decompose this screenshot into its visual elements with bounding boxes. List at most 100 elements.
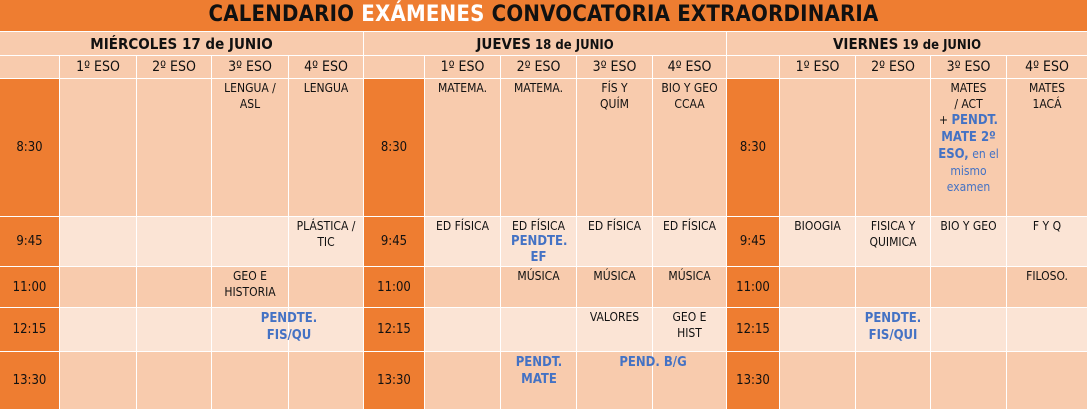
exam-cell	[856, 308, 930, 351]
exam-cell	[289, 308, 363, 351]
time-cell: 9:45	[727, 217, 779, 266]
exam-cell: GEO E HIST	[653, 308, 726, 351]
grade-header: 1º ESO	[780, 56, 855, 78]
pending-exam-note: + PENDT. MATE 2º ESO, en el mismo examen	[935, 112, 1002, 195]
grade-header: 4º ESO	[289, 56, 363, 78]
day-label: JUEVES	[476, 35, 531, 53]
exam-cell: ED FÍSICA	[577, 217, 652, 266]
time-cell: 11:00	[0, 267, 59, 307]
grade-header: 2º ESO	[856, 56, 930, 78]
exam-cell	[212, 352, 288, 409]
day-label: MIÉRCOLES 17 de JUNIO	[90, 35, 273, 53]
grade-header: 3º ESO	[212, 56, 288, 78]
corner-cell	[0, 56, 59, 78]
grade-header: 1º ESO	[425, 56, 500, 78]
exam-cell	[212, 217, 288, 266]
time-cell: 9:45	[364, 217, 424, 266]
grade-header: 3º ESO	[577, 56, 652, 78]
exam-cell: VALORES	[577, 308, 652, 351]
title-part-2: CONVOCATORIA EXTRAORDINARIA	[484, 2, 879, 27]
exam-cell	[137, 352, 211, 409]
exam-cell	[60, 352, 136, 409]
time-cell: 13:30	[0, 352, 59, 409]
time-cell: 12:15	[727, 308, 779, 351]
pending-exam: PENDTE. FIS/QUI	[864, 311, 922, 343]
time-cell: 11:00	[727, 267, 779, 307]
exam-cell	[60, 217, 136, 266]
time-cell: 12:15	[364, 308, 424, 351]
time-cell: 9:45	[0, 217, 59, 266]
exam-cell: GEO E HISTORIA	[212, 267, 288, 307]
exam-cell	[780, 352, 855, 409]
exam-cell	[931, 308, 1006, 351]
exam-cell	[212, 308, 288, 351]
time-cell: 11:00	[364, 267, 424, 307]
pending-exam-span: PENDTE. FIS/QU	[260, 311, 318, 343]
pending-exam: PENDTE. EF	[511, 234, 568, 265]
grade-header: 4º ESO	[1007, 56, 1087, 78]
grade-header: 1º ESO	[60, 56, 136, 78]
exam-cell	[289, 352, 363, 409]
exam-cell: FISICA Y QUIMICA	[856, 217, 930, 266]
exam-cell	[425, 267, 500, 307]
exam-cell: BIOOGIA	[780, 217, 855, 266]
day-date: 19 de JUNIO	[898, 38, 982, 53]
calendar-title: CALENDARIO EXÁMENES CONVOCATORIA EXTRAOR…	[0, 0, 1087, 31]
exam-cell	[137, 217, 211, 266]
exam-cell	[501, 352, 576, 409]
exam-cell	[856, 267, 930, 307]
day-header-friday: VIERNES 19 de JUNIO	[727, 32, 1087, 55]
day-label: VIERNES	[832, 35, 899, 53]
exam-cell: BIO Y GEO CCAA	[653, 79, 726, 216]
exam-cell: MÚSICA	[653, 267, 726, 307]
time-cell: 13:30	[727, 352, 779, 409]
grade-header: 2º ESO	[501, 56, 576, 78]
exam-cell: MATEMA.	[425, 79, 500, 216]
exam-cell: LENGUA	[289, 79, 363, 216]
exam-subject: ED FÍSICA	[512, 219, 565, 233]
exam-cell: LENGUA / ASL	[212, 79, 288, 216]
exam-cell: PLÁSTICA / TIC	[289, 217, 363, 266]
exam-cell: MATES 1ACÁ	[1007, 79, 1087, 216]
exam-cell	[780, 267, 855, 307]
exam-cell	[577, 352, 652, 409]
time-cell: 13:30	[364, 352, 424, 409]
exam-cell: ED FÍSICA PENDTE. EF	[501, 217, 576, 266]
exam-cell	[1007, 352, 1087, 409]
exam-cell	[1007, 308, 1087, 351]
time-cell: 12:15	[0, 308, 59, 351]
pending-exam-span: PEND. B/G	[619, 355, 687, 370]
grade-header: 2º ESO	[137, 56, 211, 78]
exam-cell: MATEMA.	[501, 79, 576, 216]
exam-cell: MÚSICA	[577, 267, 652, 307]
plus-sign: +	[939, 113, 949, 127]
exam-cell	[60, 267, 136, 307]
time-cell: 8:30	[727, 79, 779, 216]
exam-cell: MÚSICA	[501, 267, 576, 307]
grade-header: 4º ESO	[653, 56, 726, 78]
exam-cell	[289, 267, 363, 307]
corner-cell	[364, 56, 424, 78]
exam-cell: MATES / ACT + PENDT. MATE 2º ESO, en el …	[931, 79, 1006, 216]
exam-cell	[931, 267, 1006, 307]
title-highlight: EXÁMENES	[361, 2, 485, 27]
exam-cell	[60, 79, 136, 216]
exam-cell	[501, 308, 576, 351]
pending-exam-detail: en el mismo examen	[946, 147, 999, 194]
exam-subject: MATES / ACT	[950, 81, 987, 111]
time-cell: 8:30	[364, 79, 424, 216]
title-part-1: CALENDARIO	[208, 2, 362, 27]
day-date: 18 de JUNIO	[530, 38, 614, 53]
exam-cell	[856, 352, 930, 409]
exam-cell: ED FÍSICA	[653, 217, 726, 266]
exam-cell	[780, 308, 855, 351]
exam-cell	[137, 267, 211, 307]
exam-cell	[137, 308, 211, 351]
time-cell: 8:30	[0, 79, 59, 216]
exam-cell	[137, 79, 211, 216]
day-header-thursday: JUEVES 18 de JUNIO	[364, 32, 726, 55]
exam-cell: FÍS Y QUÍM	[577, 79, 652, 216]
exam-cell	[425, 352, 500, 409]
exam-cell	[425, 308, 500, 351]
